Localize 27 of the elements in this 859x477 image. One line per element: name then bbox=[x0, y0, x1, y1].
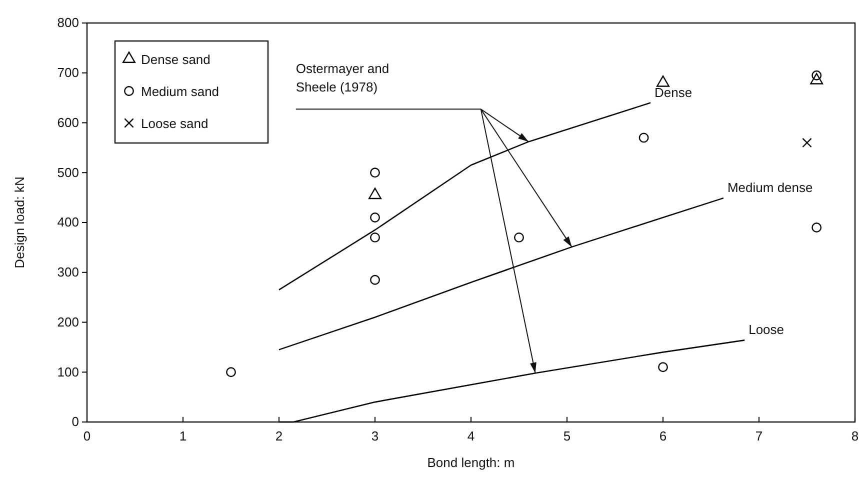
y-tick-label: 0 bbox=[72, 414, 79, 430]
y-tick-label: 100 bbox=[57, 364, 79, 380]
x-axis-title: Bond length: m bbox=[427, 455, 515, 470]
y-tick-label: 400 bbox=[57, 214, 79, 230]
x-tick-label: 0 bbox=[83, 428, 91, 444]
series-label: Medium dense bbox=[727, 180, 813, 196]
x-tick-label: 8 bbox=[851, 428, 859, 444]
x-tick-label: 7 bbox=[755, 428, 763, 444]
y-tick-label: 300 bbox=[57, 264, 79, 280]
x-tick-label: 4 bbox=[467, 428, 475, 444]
legend-label: Dense sand bbox=[141, 52, 210, 67]
x-tick-label: 5 bbox=[563, 428, 571, 444]
legend-label: Loose sand bbox=[141, 116, 208, 131]
x-tick-label: 2 bbox=[275, 428, 283, 444]
x-tick-label: 6 bbox=[659, 428, 667, 444]
x-tick-label: 3 bbox=[371, 428, 379, 444]
x-tick-label: 1 bbox=[179, 428, 187, 444]
y-tick-label: 200 bbox=[57, 314, 79, 330]
y-axis-title: Design load: kN bbox=[12, 176, 27, 268]
legend-label: Medium sand bbox=[141, 84, 220, 99]
series-label: Dense bbox=[654, 84, 692, 100]
annotation: Ostermayer and Sheele (1978) bbox=[296, 61, 390, 94]
series-label: Loose bbox=[748, 322, 784, 338]
y-tick-label: 700 bbox=[57, 65, 79, 80]
y-tick-label: 800 bbox=[57, 15, 79, 30]
y-tick-label: 500 bbox=[57, 164, 79, 180]
y-tick-label: 600 bbox=[57, 114, 79, 130]
